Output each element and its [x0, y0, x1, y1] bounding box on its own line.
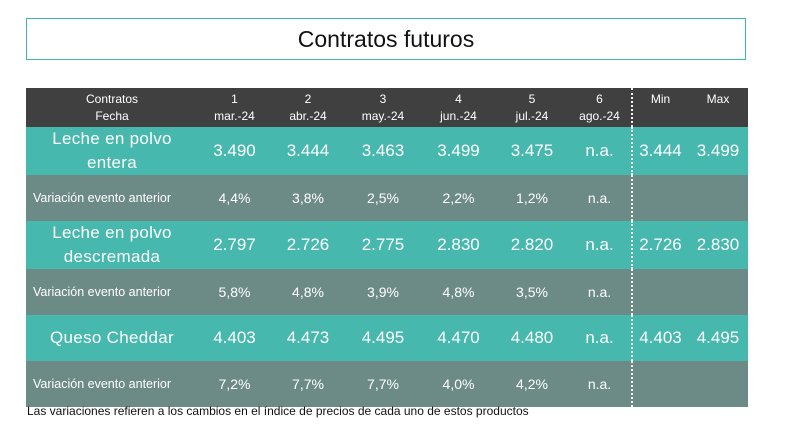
value-cell: n.a. — [585, 235, 614, 254]
value-cell: 1,2% — [516, 190, 548, 206]
futures-table: Contratos Fecha 1 mar.-24 2 abr.-24 3 may.-… — [26, 88, 748, 407]
header-contract-4: 4 jun.-24 — [440, 92, 477, 123]
row-label: Variación evento anterior — [33, 285, 172, 299]
table-row-leche-descremada: Leche en polvo descremada 2.797 2.726 2.7… — [26, 221, 748, 269]
header-contract-2: 2 abr.-24 — [289, 92, 327, 123]
table-row-variation-descremada: Variación evento anterior 5,8% 4,8% 3,9%… — [26, 269, 748, 315]
header-date-label: Fecha — [95, 109, 129, 123]
value-cell: n.a. — [585, 328, 614, 347]
max-cell: 2.830 — [696, 235, 740, 254]
min-cell: 3.444 — [631, 127, 688, 175]
header-contract-3: 3 may.-24 — [361, 92, 405, 123]
header-min: Min — [631, 88, 688, 127]
min-cell — [631, 175, 688, 221]
value-cell: 7,7% — [292, 376, 324, 392]
value-cell: 2,5% — [367, 190, 399, 206]
row-label: Variación evento anterior — [33, 191, 172, 205]
value-cell: 2,2% — [442, 190, 475, 206]
value-cell: 2.797 — [213, 235, 256, 254]
value-cell: 3,8% — [292, 190, 324, 206]
value-cell: 5,8% — [218, 284, 251, 300]
value-cell: 3,9% — [367, 284, 399, 300]
header-contract-1: 1 mar.-24 — [214, 92, 255, 123]
header-label-cell: Contratos Fecha — [26, 88, 198, 127]
max-cell — [688, 361, 748, 407]
min-cell — [631, 269, 688, 315]
value-cell: 4.403 — [213, 328, 256, 347]
max-cell — [688, 269, 748, 315]
header-max: Max — [706, 92, 730, 106]
value-cell: n.a. — [587, 284, 612, 300]
value-cell: 4,8% — [442, 284, 475, 300]
min-cell: 2.726 — [631, 221, 688, 269]
table-row-queso-cheddar: Queso Cheddar 4.403 4.473 4.495 4.470 4.… — [26, 315, 748, 361]
value-cell: n.a. — [585, 141, 614, 160]
value-cell: 4,2% — [516, 376, 548, 392]
value-cell: 3.499 — [437, 141, 480, 160]
value-cell: 3,5% — [516, 284, 548, 300]
footnote: Las variaciones refieren a los cambios e… — [27, 404, 529, 418]
value-cell: 3.490 — [213, 141, 256, 160]
table-header-row: Contratos Fecha 1 mar.-24 2 abr.-24 3 may.-… — [26, 88, 748, 127]
table-row-variation-entera: Variación evento anterior 4,4% 3,8% 2,5%… — [26, 175, 748, 221]
value-cell: 3.444 — [286, 141, 330, 160]
row-label: Leche en polvo descremada — [52, 223, 172, 266]
value-cell: 7,2% — [218, 376, 251, 392]
row-label: Variación evento anterior — [33, 377, 172, 391]
table-row-variation-cheddar: Variación evento anterior 7,2% 7,7% 7,7%… — [26, 361, 748, 407]
header-contract-5: 5 jul.-24 — [515, 92, 549, 123]
value-cell: 4.473 — [286, 328, 330, 347]
value-cell: 7,7% — [367, 376, 399, 392]
value-cell: 2.726 — [286, 235, 330, 254]
value-cell: 4,8% — [292, 284, 324, 300]
value-cell: n.a. — [587, 190, 612, 206]
row-label: Leche en polvo entera — [52, 129, 172, 172]
table-row-leche-entera: Leche en polvo entera 3.490 3.444 3.463 3… — [26, 127, 748, 175]
header-contract-6: 6 ago.-24 — [579, 92, 620, 123]
max-cell — [688, 175, 748, 221]
page-title: Contratos futuros — [297, 25, 475, 52]
value-cell: 2.820 — [510, 235, 554, 254]
value-cell: 4.495 — [361, 328, 405, 347]
value-cell: 3.475 — [510, 141, 554, 160]
value-cell: 3.463 — [361, 141, 405, 160]
max-cell: 4.495 — [696, 328, 740, 347]
max-cell: 3.499 — [696, 141, 740, 160]
value-cell: 2.830 — [437, 235, 480, 254]
value-cell: 4,0% — [442, 376, 475, 392]
min-cell: 4.403 — [631, 315, 688, 361]
value-cell: n.a. — [587, 376, 612, 392]
value-cell: 4,4% — [218, 190, 251, 206]
value-cell: 4.470 — [437, 328, 480, 347]
title-box: Contratos futuros — [26, 18, 746, 60]
value-cell: 2.775 — [361, 235, 405, 254]
value-cell: 4.480 — [510, 328, 554, 347]
header-contracts-label: Contratos — [85, 92, 139, 106]
row-label: Queso Cheddar — [50, 328, 174, 347]
min-cell — [631, 361, 688, 407]
